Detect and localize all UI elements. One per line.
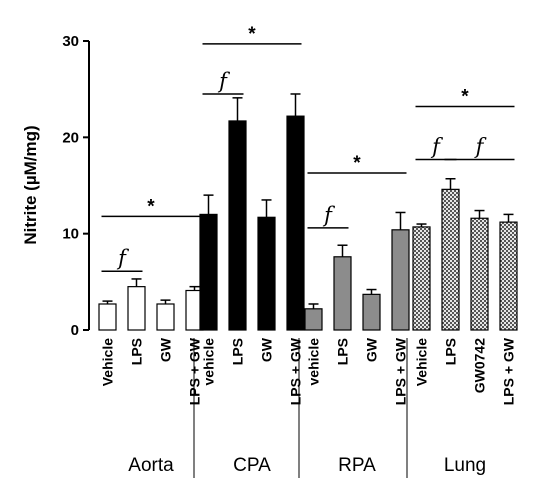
bar <box>499 221 518 331</box>
x-tick-label: GW <box>259 337 275 362</box>
group-label: CPA <box>233 455 271 476</box>
x-tick-label: vehicle <box>306 338 322 386</box>
y-tick-label: 10 <box>62 226 79 243</box>
group-label: RPA <box>338 455 376 476</box>
significance-f: f <box>430 134 443 158</box>
x-tick-label: LPS <box>129 338 145 365</box>
y-tick-label: 0 <box>71 322 79 339</box>
significance-f: f <box>116 246 129 270</box>
bar <box>304 308 323 331</box>
significance-star: * <box>461 87 469 108</box>
group-label: Lung <box>444 455 486 476</box>
bar <box>199 213 218 331</box>
x-tick-label: LPS <box>443 338 459 365</box>
significance-star: * <box>353 153 361 174</box>
bar <box>441 188 460 331</box>
x-tick-label: LPS + GW <box>393 337 409 405</box>
y-tick-label: 30 <box>62 33 79 50</box>
bar <box>470 217 489 331</box>
significance-f: f <box>322 203 335 227</box>
plot-area: 0102030VehicleLPSGWLPS + GWAortavehicleL… <box>62 24 518 478</box>
x-tick-label: LPS <box>335 338 351 365</box>
bar <box>412 226 431 331</box>
bar <box>391 229 410 331</box>
x-tick-label: LPS + GW <box>288 337 304 405</box>
x-tick-label: LPS <box>230 338 246 365</box>
bar <box>286 115 305 331</box>
bar <box>228 120 247 331</box>
x-tick-label: GW <box>364 337 380 362</box>
bar <box>127 286 146 331</box>
bar <box>156 303 175 331</box>
significance-star: * <box>147 196 155 217</box>
x-tick-label: Vehicle <box>414 338 430 386</box>
x-tick-label: LPS + GW <box>501 337 517 405</box>
x-tick-label: vehicle <box>201 338 217 386</box>
x-tick-label: Vehicle <box>100 338 116 386</box>
y-tick-label: 20 <box>62 129 79 146</box>
significance-f: f <box>217 69 230 93</box>
significance-star: * <box>248 24 256 45</box>
bar <box>257 216 276 331</box>
x-tick-label: GW0742 <box>472 338 488 393</box>
bar <box>333 256 352 331</box>
bar <box>98 303 117 331</box>
x-tick-label: GW <box>158 337 174 362</box>
y-axis-title: Nitrite (µM/mg) <box>21 125 40 244</box>
bar <box>362 293 381 331</box>
significance-f: f <box>474 134 487 158</box>
group-label: Aorta <box>128 455 174 476</box>
